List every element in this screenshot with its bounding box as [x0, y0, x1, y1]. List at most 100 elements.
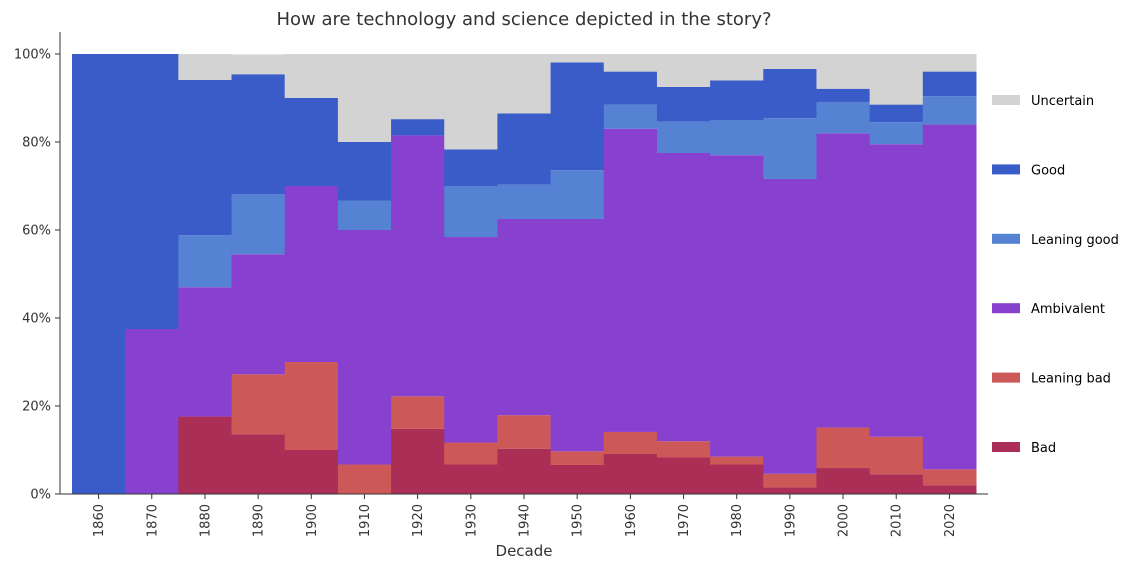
x-tick-label: 1900: [305, 504, 320, 537]
bar-uncertain-1950: [550, 54, 605, 63]
bar-leaning-good-2010: [869, 122, 924, 145]
x-tick-label: 1890: [252, 504, 267, 537]
bar-bad-1950: [550, 464, 605, 494]
legend-swatch-good: [992, 164, 1020, 175]
bar-bad-1970: [656, 457, 711, 494]
y-tick-label: 20%: [22, 400, 51, 415]
bar-ambivalent-1940: [497, 219, 552, 416]
bar-good-1940: [497, 113, 552, 185]
legend-swatch-leaning-bad: [992, 372, 1020, 383]
bar-good-1930: [444, 149, 498, 186]
bar-ambivalent-1900: [284, 186, 339, 362]
bar-bad-1930: [444, 464, 498, 494]
bar-leaning-good-1960: [603, 104, 658, 129]
bar-ambivalent-1890: [231, 254, 286, 375]
bar-ambivalent-1880: [178, 287, 233, 417]
x-tick-label: 1980: [730, 504, 745, 537]
bar-bad-1920: [391, 428, 445, 494]
bar-leaning-good-1910: [337, 200, 392, 230]
x-tick-label: 1860: [92, 504, 107, 537]
bar-uncertain-1910: [337, 54, 392, 142]
bar-uncertain-1970: [656, 54, 711, 87]
bar-leaning-good-1930: [444, 186, 498, 238]
x-tick-label: 1990: [783, 504, 798, 537]
legend-label: Leaning bad: [1031, 372, 1111, 387]
bar-ambivalent-1910: [337, 230, 392, 465]
x-axis-label: Decade: [496, 542, 553, 560]
y-tick-label: 60%: [22, 224, 51, 239]
bar-good-1910: [337, 142, 392, 201]
bar-leaning-bad-1900: [284, 362, 339, 450]
bar-uncertain-1930: [444, 54, 498, 150]
y-tick-label: 40%: [22, 312, 51, 327]
x-tick-label: 1960: [624, 504, 639, 537]
bar-good-1990: [763, 68, 817, 119]
bar-ambivalent-2020: [922, 124, 977, 470]
bar-bad-1960: [603, 453, 658, 494]
y-tick-label: 100%: [14, 48, 51, 63]
chart-title: How are technology and science depicted …: [276, 9, 771, 30]
bar-leaning-good-1950: [550, 170, 605, 219]
bar-bad-1900: [284, 450, 339, 494]
x-tick-label: 2000: [837, 504, 852, 537]
bar-good-1860: [72, 54, 126, 494]
bar-good-2020: [922, 71, 977, 97]
bar-ambivalent-1960: [603, 128, 658, 432]
x-tick-label: 1920: [411, 504, 426, 537]
bar-leaning-bad-1920: [391, 396, 445, 429]
x-tick-label: 1910: [358, 504, 373, 537]
bar-uncertain-1890: [231, 54, 286, 75]
x-tick-label: 1880: [198, 504, 213, 537]
bar-bad-1940: [497, 448, 552, 494]
x-tick-label: 1940: [518, 504, 533, 537]
bar-leaning-good-1980: [710, 120, 764, 156]
legend-swatch-leaning-good: [992, 233, 1020, 244]
bar-bad-2000: [816, 468, 871, 494]
bar-bad-1980: [710, 464, 764, 494]
bar-bad-2020: [922, 485, 977, 494]
bar-bad-1990: [763, 487, 817, 494]
bar-ambivalent-2010: [869, 144, 924, 437]
legend-swatch-uncertain: [992, 95, 1020, 105]
bar-leaning-bad-1910: [337, 464, 392, 494]
x-tick-label: 1950: [571, 504, 586, 537]
bars-group: [72, 54, 977, 494]
bar-leaning-good-1970: [656, 121, 711, 153]
bar-ambivalent-1930: [444, 237, 498, 443]
bar-good-2000: [816, 88, 871, 102]
legend-label: Uncertain: [1031, 94, 1094, 109]
legend-swatch-ambivalent: [992, 303, 1020, 314]
legend: Uncertain Good Leaning good Ambivalent Leani…: [992, 94, 1119, 456]
bar-leaning-bad-1930: [444, 442, 498, 465]
bar-leaning-bad-2010: [869, 436, 924, 475]
bar-ambivalent-1980: [710, 155, 764, 457]
bar-leaning-bad-1890: [231, 374, 286, 435]
bar-bad-1880: [178, 416, 233, 494]
x-axis: 1860 1870 1880 1890 1900 1910 1920 1930 1940 1950…: [60, 493, 988, 537]
bar-leaning-good-1880: [178, 235, 233, 288]
bar-leaning-bad-1960: [603, 431, 658, 454]
x-tick-label: 1870: [145, 504, 160, 537]
bar-leaning-good-1990: [763, 118, 817, 179]
bar-leaning-bad-1980: [710, 456, 764, 465]
bar-good-1950: [550, 62, 605, 171]
bar-leaning-good-2020: [922, 96, 977, 125]
bar-leaning-bad-1970: [656, 441, 711, 458]
bar-good-1980: [710, 80, 764, 120]
bar-bad-2010: [869, 474, 924, 494]
bar-good-1900: [284, 98, 339, 186]
bar-ambivalent-1990: [763, 178, 817, 474]
bar-leaning-good-1890: [231, 194, 286, 255]
bar-good-1970: [656, 87, 711, 122]
bar-uncertain-1940: [497, 54, 552, 114]
bar-uncertain-2010: [869, 54, 924, 105]
bar-leaning-bad-2000: [816, 427, 871, 469]
bar-good-1920: [391, 119, 445, 136]
legend-swatch-bad: [992, 442, 1020, 452]
bar-ambivalent-1870: [125, 329, 179, 494]
bar-uncertain-2000: [816, 54, 871, 89]
x-tick-label: 1930: [464, 504, 479, 537]
bar-leaning-bad-1950: [550, 451, 605, 465]
bar-ambivalent-2000: [816, 133, 871, 428]
